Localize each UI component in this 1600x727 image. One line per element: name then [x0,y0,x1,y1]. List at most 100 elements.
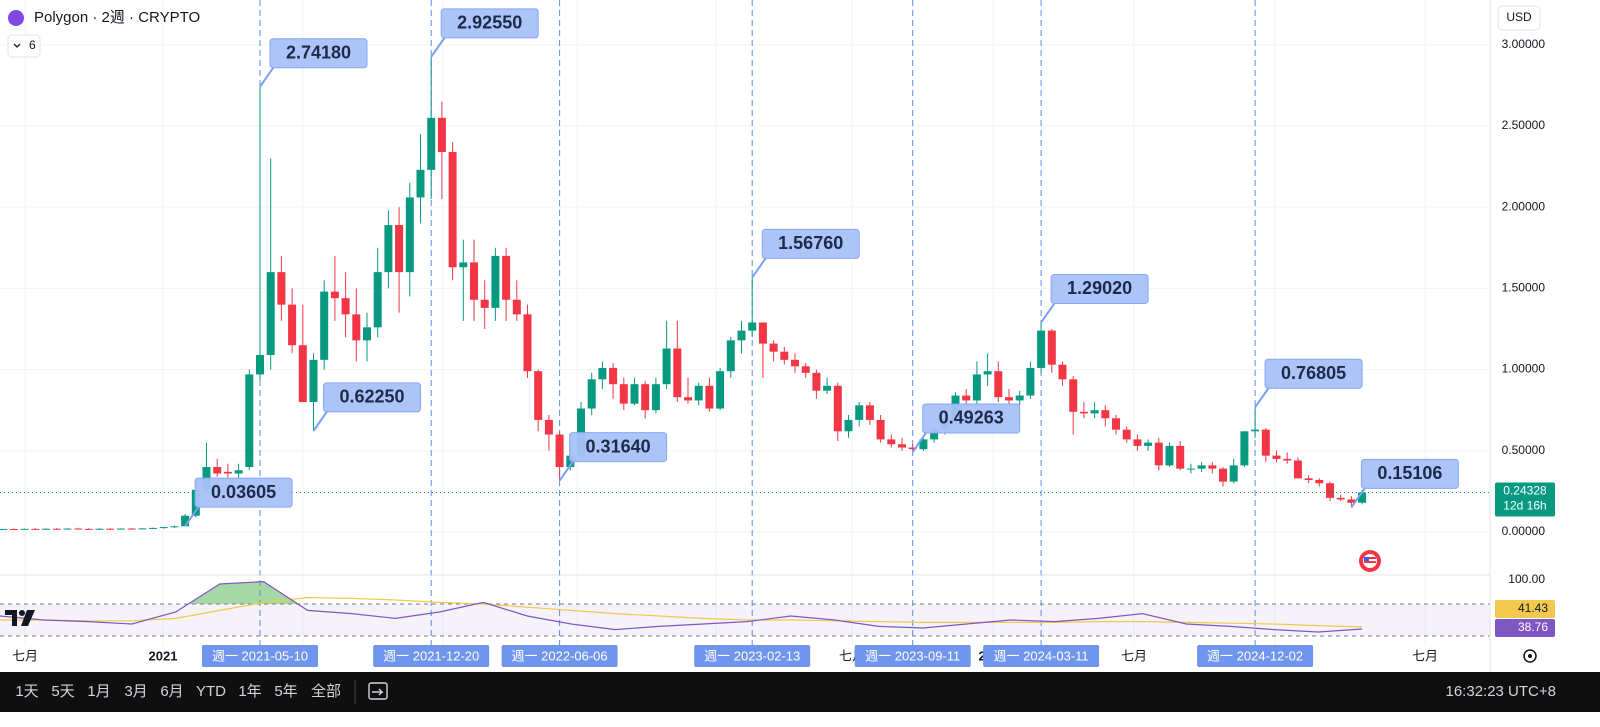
candle-body [491,255,500,308]
range-button[interactable]: 1年 [238,683,261,700]
candle-body [1101,410,1110,419]
candle-body [416,169,425,198]
range-button[interactable]: YTD [196,683,226,700]
x-tick-label: 2021 [149,648,178,663]
callout-label: 0.03605 [211,482,276,502]
candle-body [716,371,725,409]
candle-body [587,379,596,409]
date-label-box [501,645,618,667]
candle-body [1090,410,1099,414]
symbol-title: Polygon · 2週 · CRYPTO [34,9,200,26]
candle-body [106,528,115,530]
callout-label: 0.76805 [1281,363,1346,383]
callout-pointer [751,256,768,278]
candle-body [138,528,147,530]
indicator-toggle[interactable]: 6 [7,34,41,58]
candle-body [673,348,682,398]
callout-pointer [1350,486,1367,509]
candle-body [1251,429,1260,432]
candle-body [52,528,61,530]
candle-body [256,354,264,375]
candle-body [95,528,104,530]
candle-body [705,385,714,409]
candle-body [555,434,564,468]
range-button[interactable]: 6月 [160,683,183,700]
callout-pointer [558,460,575,482]
candle-body [1240,431,1249,466]
bottom-toolbar [0,672,1600,712]
x-tick-label: 七月 [12,648,38,663]
range-button[interactable]: 5年 [274,683,297,700]
range-button[interactable]: 1天 [15,683,38,700]
compare-icon[interactable] [368,682,388,700]
candle-body [983,371,992,375]
candle-body [662,348,671,385]
indicator-rsi-line [0,580,1363,633]
x-tick-label: 七月 [1412,648,1438,663]
settings-button[interactable] [1523,649,1537,663]
indicator-value-box [1495,619,1555,637]
range-button[interactable]: 1月 [87,683,110,700]
candle-body [20,528,29,530]
symbol-icon [8,10,24,26]
candle-body [1133,439,1142,446]
callout-pointer [430,36,447,58]
candle-body [512,299,521,315]
candle-body [1336,497,1345,500]
candle-body [159,527,168,529]
candle-body [1186,468,1195,470]
candle-body [748,322,757,331]
callout-label: 0.62250 [339,387,404,407]
candle-body [459,262,468,268]
clock: 16:32:23 UTC+8 [1446,683,1557,700]
y-tick-label: 1.50000 [1502,281,1546,295]
candle-body [1219,468,1227,482]
date-label: 週一 2022-06-06 [512,648,608,663]
candle-body [1047,330,1056,365]
candle-body [170,526,179,528]
candle-body [791,359,799,367]
candle-body [609,367,618,385]
candle-body [1197,465,1206,469]
y-tick-label: 1.00000 [1502,362,1546,376]
candle-body [758,322,767,344]
candle-body [1326,483,1334,498]
candle-body [1165,445,1174,466]
candle-body [812,372,821,391]
callout-pointer [259,66,275,88]
overbought-fill [0,581,1363,604]
range-button[interactable]: 全部 [311,682,341,700]
candle-body [1229,465,1238,482]
candle-body [223,471,232,474]
candle-body [908,447,917,450]
callout-label: 2.92550 [457,13,522,33]
candle-body [865,405,874,420]
callout-box [440,8,539,39]
range-button[interactable]: 5天 [51,683,74,700]
candle-body [309,359,318,403]
tradingview-logo [5,610,35,626]
callout-label: 0.15106 [1377,463,1442,483]
candle-body [480,299,489,308]
callout-box [1360,458,1459,489]
candle-body [1144,442,1153,446]
candle-body [534,371,543,420]
candle-body [1058,364,1067,380]
currency-button[interactable]: USD [1497,5,1541,31]
date-label: 週一 2021-05-10 [212,648,308,663]
candle-body [42,528,50,530]
candle-body [651,384,660,411]
callout-label: 0.31640 [586,436,651,456]
event-flag-icon[interactable] [1359,550,1381,572]
date-label: 週一 2023-02-13 [704,648,800,663]
candle-body [288,304,297,346]
candle-body [405,197,414,273]
candle-body [363,327,371,341]
callout-label: 1.29020 [1067,278,1132,298]
candle-body [1015,395,1024,401]
candle-body [1208,465,1217,469]
date-label-box [373,645,490,667]
date-label-box [202,645,318,667]
date-label-box [694,645,811,667]
range-button[interactable]: 3月 [124,683,147,700]
